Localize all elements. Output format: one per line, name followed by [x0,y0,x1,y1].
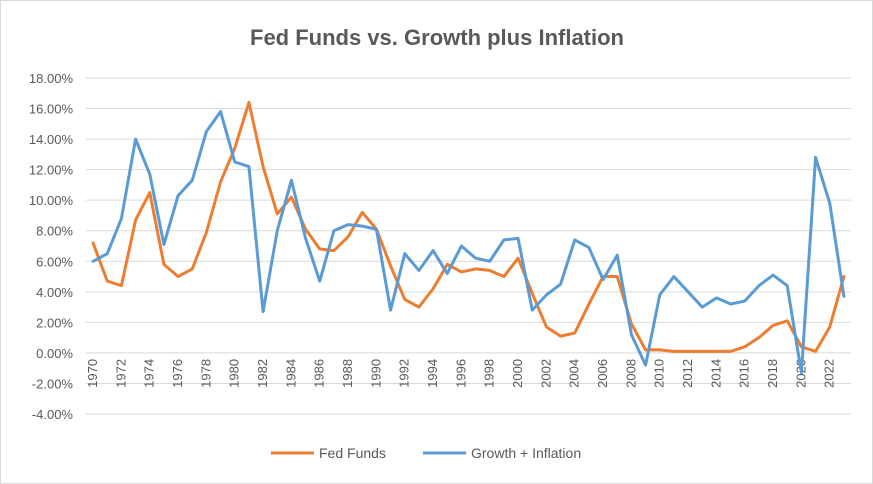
y-tick-label: 16.00% [29,102,74,117]
y-tick-label: 0.00% [36,346,73,361]
x-tick-label: 1990 [368,359,383,388]
x-tick-label: 1984 [283,359,298,388]
y-tick-label: 4.00% [36,285,73,300]
x-tick-label: 1982 [255,359,270,388]
series-line-growth-inflation [91,110,846,375]
x-tick-label: 2014 [708,359,723,388]
x-tick-label: 1980 [227,359,242,388]
legend-label-fed-funds: Fed Funds [319,445,386,461]
chart-title: Fed Funds vs. Growth plus Inflation [250,25,624,50]
x-tick-label: 2022 [822,359,837,388]
y-tick-label: 14.00% [29,132,74,147]
x-tick-label: 2010 [652,359,667,388]
x-tick-label: 2000 [510,359,525,388]
y-tick-label: 12.00% [29,163,74,178]
x-tick-label: 2002 [538,359,553,388]
x-tick-label: 1996 [453,359,468,388]
x-tick-label: 2004 [567,359,582,388]
x-tick-label: 2012 [680,359,695,388]
legend-label-growth-inflation: Growth + Inflation [471,445,581,461]
x-tick-label: 1994 [425,359,440,388]
x-tick-label: 1978 [198,359,213,388]
y-tick-label: 2.00% [36,315,73,330]
y-tick-label: 10.00% [29,193,74,208]
legend: Fed Funds Growth + Inflation [271,445,581,461]
series-line-fed-funds [91,100,846,353]
y-tick-label: 8.00% [36,224,73,239]
x-tick-label: 2016 [737,359,752,388]
x-tick-label: 1998 [482,359,497,388]
x-tick-label: 1972 [113,359,128,388]
y-tick-label: 18.00% [29,71,74,86]
y-tick-label: 6.00% [36,254,73,269]
x-tick-label: 2018 [765,359,780,388]
y-tick-label: -4.00% [32,407,74,422]
x-tick-label: 1992 [397,359,412,388]
gridlines [86,77,851,415]
x-axis-tick-labels: 1970 1972 1974 1976 1978 1980 1982 1984 1986 1988… [85,359,837,388]
x-tick-label: 1974 [142,359,157,388]
series-lines [91,100,846,375]
x-tick-label: 1976 [170,359,185,388]
y-tick-label: -2.00% [32,376,74,391]
x-tick-label: 1988 [340,359,355,388]
x-tick-label: 2006 [595,359,610,388]
x-tick-label: 2008 [623,359,638,388]
x-tick-label: 1970 [85,359,100,388]
x-tick-label: 1986 [312,359,327,388]
y-axis-tick-labels: -4.00% -2.00% 0.00% 2.00% 4.00% 6.00% 8.00% 10.… [29,71,74,422]
